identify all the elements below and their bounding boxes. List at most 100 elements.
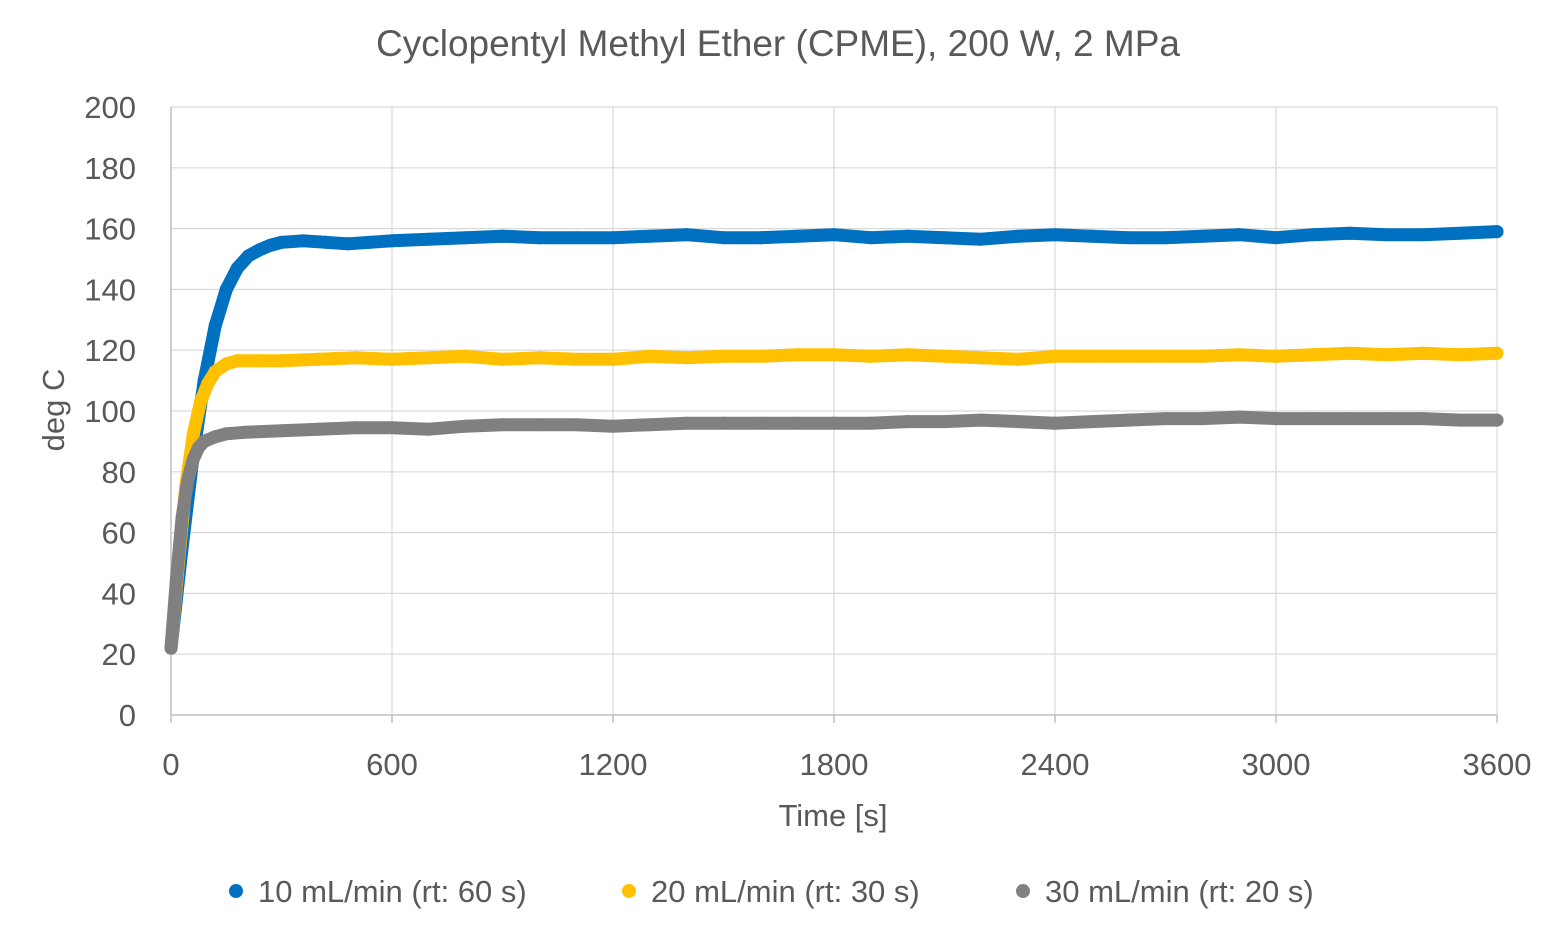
- data-point: [1416, 228, 1430, 242]
- x-tick-label: 1200: [579, 747, 648, 782]
- y-tick-label: 120: [84, 333, 136, 368]
- data-point: [1306, 228, 1320, 242]
- x-tick-labels: 0 600 1200 1800 2400 3000 3600: [162, 747, 1531, 782]
- data-point: [1159, 412, 1172, 426]
- data-point: [532, 418, 546, 432]
- data-point: [974, 232, 988, 246]
- data-point: [197, 434, 211, 448]
- legend-label: 20 mL/min (rt: 30 s): [651, 874, 920, 909]
- x-tick-label: 2400: [1021, 747, 1090, 782]
- data-point: [680, 416, 694, 430]
- data-point: [275, 235, 288, 249]
- data-point: [422, 232, 436, 246]
- data-point: [643, 418, 657, 432]
- data-point: [241, 249, 255, 263]
- data-point: [643, 229, 657, 243]
- data-point: [459, 419, 473, 433]
- data-point: [864, 416, 878, 430]
- data-point: [1085, 349, 1099, 363]
- data-point: [827, 416, 841, 430]
- series-layer: [164, 225, 1504, 655]
- data-point: [790, 348, 804, 362]
- data-point: [496, 352, 509, 366]
- data-point: [186, 453, 200, 467]
- y-tick-label: 180: [84, 151, 136, 186]
- data-point: [1011, 415, 1025, 429]
- data-point: [1416, 412, 1430, 426]
- data-point: [496, 418, 509, 432]
- data-point: [1380, 348, 1393, 362]
- data-point: [1453, 348, 1467, 362]
- data-point: [1159, 231, 1172, 245]
- data-point: [974, 351, 988, 365]
- data-point: [1122, 231, 1136, 245]
- data-point: [901, 348, 915, 362]
- data-point: [1490, 413, 1504, 427]
- y-tick-label: 20: [102, 637, 136, 672]
- data-point: [1269, 412, 1283, 426]
- legend-label: 30 mL/min (rt: 20 s): [1045, 874, 1314, 909]
- data-point: [181, 474, 195, 488]
- legend-label: 10 mL/min (rt: 60 s): [258, 874, 527, 909]
- data-point: [864, 231, 878, 245]
- chart-title: Cyclopentyl Methyl Ether (CPME), 200 W, …: [376, 23, 1180, 64]
- data-point: [680, 228, 694, 242]
- data-point: [186, 428, 200, 442]
- data-point: [348, 351, 362, 365]
- data-point: [385, 421, 399, 435]
- data-point: [717, 231, 730, 245]
- data-point: [1085, 415, 1099, 429]
- series-3: [164, 410, 1504, 655]
- data-point: [864, 349, 878, 363]
- series-2: [164, 346, 1504, 655]
- data-point: [496, 229, 509, 243]
- data-point: [319, 235, 333, 249]
- data-point: [1195, 349, 1209, 363]
- data-point: [1232, 348, 1246, 362]
- data-point: [606, 231, 620, 245]
- x-tick-label: 600: [366, 747, 418, 782]
- data-point: [938, 231, 951, 245]
- data-point: [753, 416, 767, 430]
- data-point: [1453, 413, 1467, 427]
- data-point: [170, 571, 183, 585]
- data-point: [311, 352, 325, 366]
- data-point: [363, 235, 377, 249]
- y-tick-label: 100: [84, 394, 136, 429]
- data-point: [827, 348, 841, 362]
- grid: [171, 106, 1498, 715]
- data-point: [219, 427, 233, 441]
- data-point: [422, 351, 436, 365]
- data-point: [1159, 349, 1172, 363]
- data-point: [230, 354, 244, 368]
- data-point: [1416, 346, 1430, 360]
- y-tick-label: 140: [84, 272, 136, 307]
- data-point: [252, 354, 266, 368]
- data-point: [1306, 348, 1320, 362]
- data-point: [275, 354, 288, 368]
- data-point: [348, 421, 362, 435]
- legend-item: 10 mL/min (rt: 60 s): [229, 874, 527, 909]
- data-point: [717, 416, 730, 430]
- x-tick-label: 1800: [800, 747, 869, 782]
- data-point: [974, 413, 988, 427]
- legend: 10 mL/min (rt: 60 s) 20 mL/min (rt: 30 s)…: [229, 874, 1314, 909]
- y-tick-label: 80: [102, 455, 136, 490]
- data-point: [208, 365, 222, 378]
- data-point: [1048, 416, 1062, 430]
- data-point: [219, 357, 233, 371]
- data-point: [532, 231, 546, 245]
- data-point: [1232, 410, 1246, 424]
- data-point: [1343, 226, 1357, 240]
- data-point: [201, 377, 215, 391]
- data-point: [175, 510, 189, 524]
- data-point: [459, 231, 473, 245]
- data-point: [1011, 229, 1025, 243]
- data-point: [1380, 412, 1393, 426]
- legend-marker: [1016, 884, 1030, 898]
- x-tick-label: 3600: [1463, 747, 1532, 782]
- data-point: [680, 351, 694, 365]
- data-point: [901, 229, 915, 243]
- data-point: [1453, 226, 1467, 240]
